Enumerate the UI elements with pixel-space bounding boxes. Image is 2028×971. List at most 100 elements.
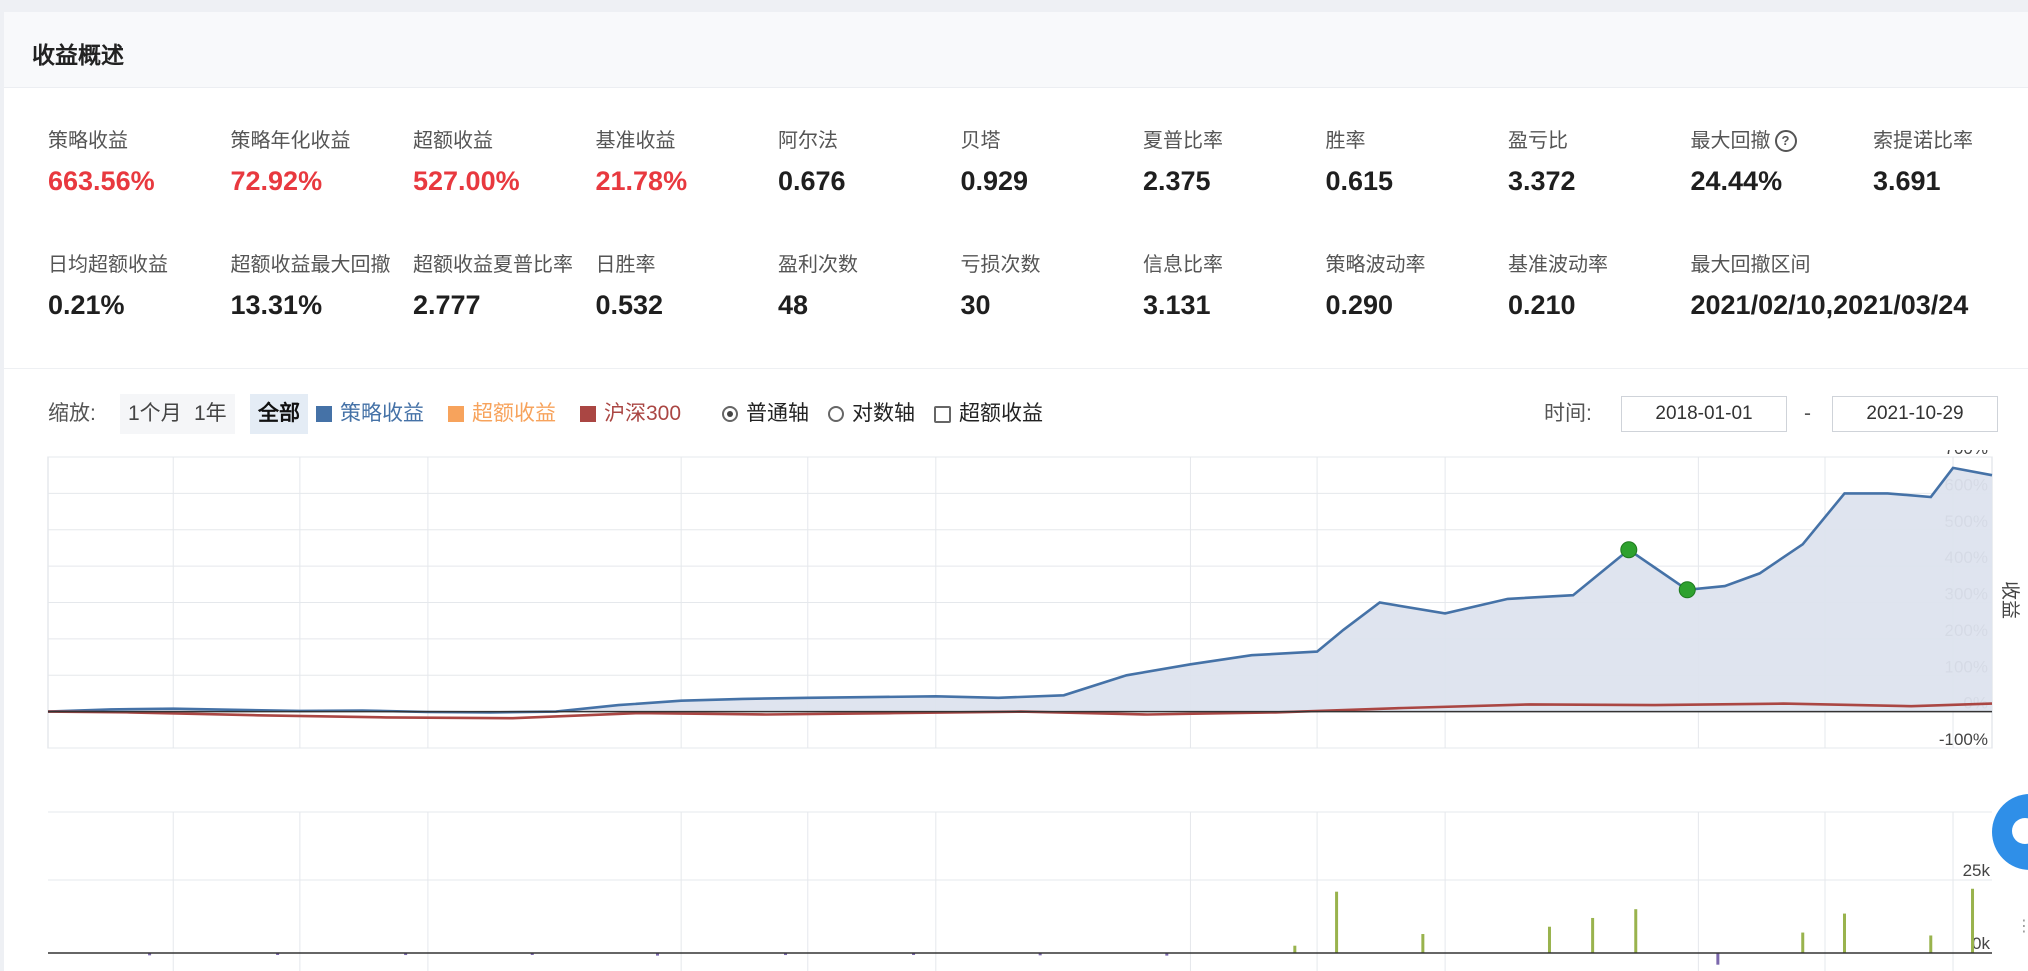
metric-metrics_row1-2: 超额收益 527.00% [413,120,595,200]
zoom-all-button[interactable]: 全部 [250,394,308,434]
metric-label: 基准收益 [595,130,676,152]
volume-bar [1421,934,1425,953]
volume-tick-label: 25k [1963,861,1991,880]
metric-value: 72.92% [230,166,323,196]
metric-metrics_row2-8: 基准波动率 0.210 [1508,244,1690,324]
volume-bar [1591,917,1595,953]
question-circle-icon[interactable]: ? [1774,130,1797,152]
legend-excess[interactable]: 超额收益 [448,394,556,434]
metric-metrics_row2-2: 超额收益夏普比率 2.777 [413,244,595,324]
chat-icon [2012,818,2028,844]
metric-label: 盈利次数 [778,254,858,276]
metric-label: 基准波动率 [1508,254,1608,276]
volume-bar [1547,926,1551,953]
date-to-input[interactable]: 2021-10-29 [1832,396,1998,432]
metric-value: 3.131 [1143,290,1211,320]
side-handle-icon[interactable]: ⋮ [2016,918,2028,935]
date-from-input[interactable]: 2018-01-01 [1621,396,1787,432]
window-left-strip [0,12,4,971]
radio-normal-axis[interactable]: 普通轴 [722,394,809,434]
excess-return-checkbox-label: 超额收益 [959,402,1043,425]
volume-bar [1335,891,1339,953]
radio-normal-axis-label: 普通轴 [746,402,809,425]
metric-label: 胜率 [1325,130,1366,152]
metric-metrics_row1-10: 索提诺比率 3.691 [1873,120,2028,200]
metric-value: 663.56% [48,166,155,196]
zoom-1-year-button[interactable]: 1年 [186,394,235,434]
metric-metrics_row1-7: 胜率 0.615 [1326,120,1508,200]
excess-return-checkbox[interactable]: 超额收益 [934,394,1043,434]
legend-benchmark[interactable]: 沪深300 [580,394,681,434]
volume-bar [1293,945,1297,953]
metric-label: 最大回撤? [1691,124,1797,153]
volume-bar [1929,935,1933,953]
volume-bar [1842,913,1846,953]
window-top-strip [0,0,2028,12]
metric-value: 0.929 [960,166,1029,196]
legend-swatch-strategy [316,406,332,422]
metric-value: 13.31% [230,290,323,320]
metric-metrics_row2-1: 超额收益最大回撤 13.31% [231,244,413,324]
metric-value: 24.44% [1690,166,1783,196]
metric-value: 30 [960,290,991,320]
volume-bar [784,953,788,956]
metric-metrics_row2-4: 盈利次数 48 [778,244,960,324]
metric-label: 超额收益最大回撤 [230,254,391,276]
metric-label: 日胜率 [595,254,656,276]
metric-value: 2021/02/10,2021/03/24 [1690,290,1969,320]
metric-value: 0.21% [48,290,125,320]
volume-bar [530,953,534,955]
volume-bar [148,953,152,956]
zoom-label: 缩放: [48,402,96,425]
radio-normal-axis-dot [722,406,738,422]
metric-value: 0.676 [778,166,846,196]
section-divider [4,368,2028,369]
radio-log-axis-dot [828,406,844,422]
metric-metrics_row2-9: 最大回撤区间 2021/02/10,2021/03/24 [1691,244,2028,324]
metric-value: 3.691 [1873,166,1941,196]
metric-value: 2.777 [413,290,481,320]
metric-label: 盈亏比 [1508,130,1568,152]
metric-value: 3.372 [1508,166,1576,196]
zoom-1-month-button[interactable]: 1个月 [120,394,190,434]
metric-metrics_row2-7: 策略波动率 0.290 [1326,244,1508,324]
y-axis-title: 收益 [1999,581,2021,619]
volume-bar [1038,953,1042,956]
card-title: 收益概述 [32,42,124,68]
volume-tick-label: 0k [1972,934,1990,953]
volume-bar [912,953,916,955]
legend-label-benchmark: 沪深300 [604,402,682,425]
volume-bar [656,953,660,956]
metric-metrics_row1-4: 阿尔法 0.676 [778,120,960,200]
volume-bar [404,953,408,956]
excess-return-checkbox-box [934,405,951,423]
y-tick-label: -100% [1939,730,1988,749]
metric-label: 日均超额收益 [48,254,168,276]
volume-bar [1634,909,1638,953]
returns-chart[interactable]: 700%600%500%400%300%200%100%0%-100%收益25k… [0,450,2028,971]
metric-label: 阿尔法 [778,130,838,152]
metric-label: 贝塔 [960,130,1001,152]
metric-metrics_row1-8: 盈亏比 3.372 [1508,120,1690,200]
card-header: 收益概述 [4,12,2028,88]
metrics-panel: 策略收益 663.56% 策略年化收益 72.92% 超额收益 527.00% 基准收益 21… [48,120,2028,340]
drawdown-marker [1620,541,1638,559]
legend-strategy[interactable]: 策略收益 [316,394,424,434]
metric-metrics_row1-0: 策略收益 663.56% [48,120,230,200]
volume-bar [1165,953,1169,956]
time-label: 时间: [1544,402,1592,425]
metric-metrics_row1-1: 策略年化收益 72.92% [231,120,413,200]
y-tick-label: 700% [1945,450,1988,458]
metric-value: 2.375 [1143,166,1211,196]
radio-log-axis-label: 对数轴 [852,402,915,425]
metric-value: 527.00% [413,166,520,196]
metric-metrics_row2-0: 日均超额收益 0.21% [48,244,230,324]
legend-swatch-benchmark [580,406,596,422]
metric-value: 0.532 [595,290,664,320]
metric-metrics_row2-6: 信息比率 3.131 [1143,244,1325,324]
radio-log-axis[interactable]: 对数轴 [828,394,915,434]
metric-label: 策略波动率 [1325,254,1426,276]
metric-value: 0.210 [1508,290,1576,320]
metric-metrics_row2-3: 日胜率 0.532 [596,244,778,324]
metric-value: 0.615 [1325,166,1394,196]
